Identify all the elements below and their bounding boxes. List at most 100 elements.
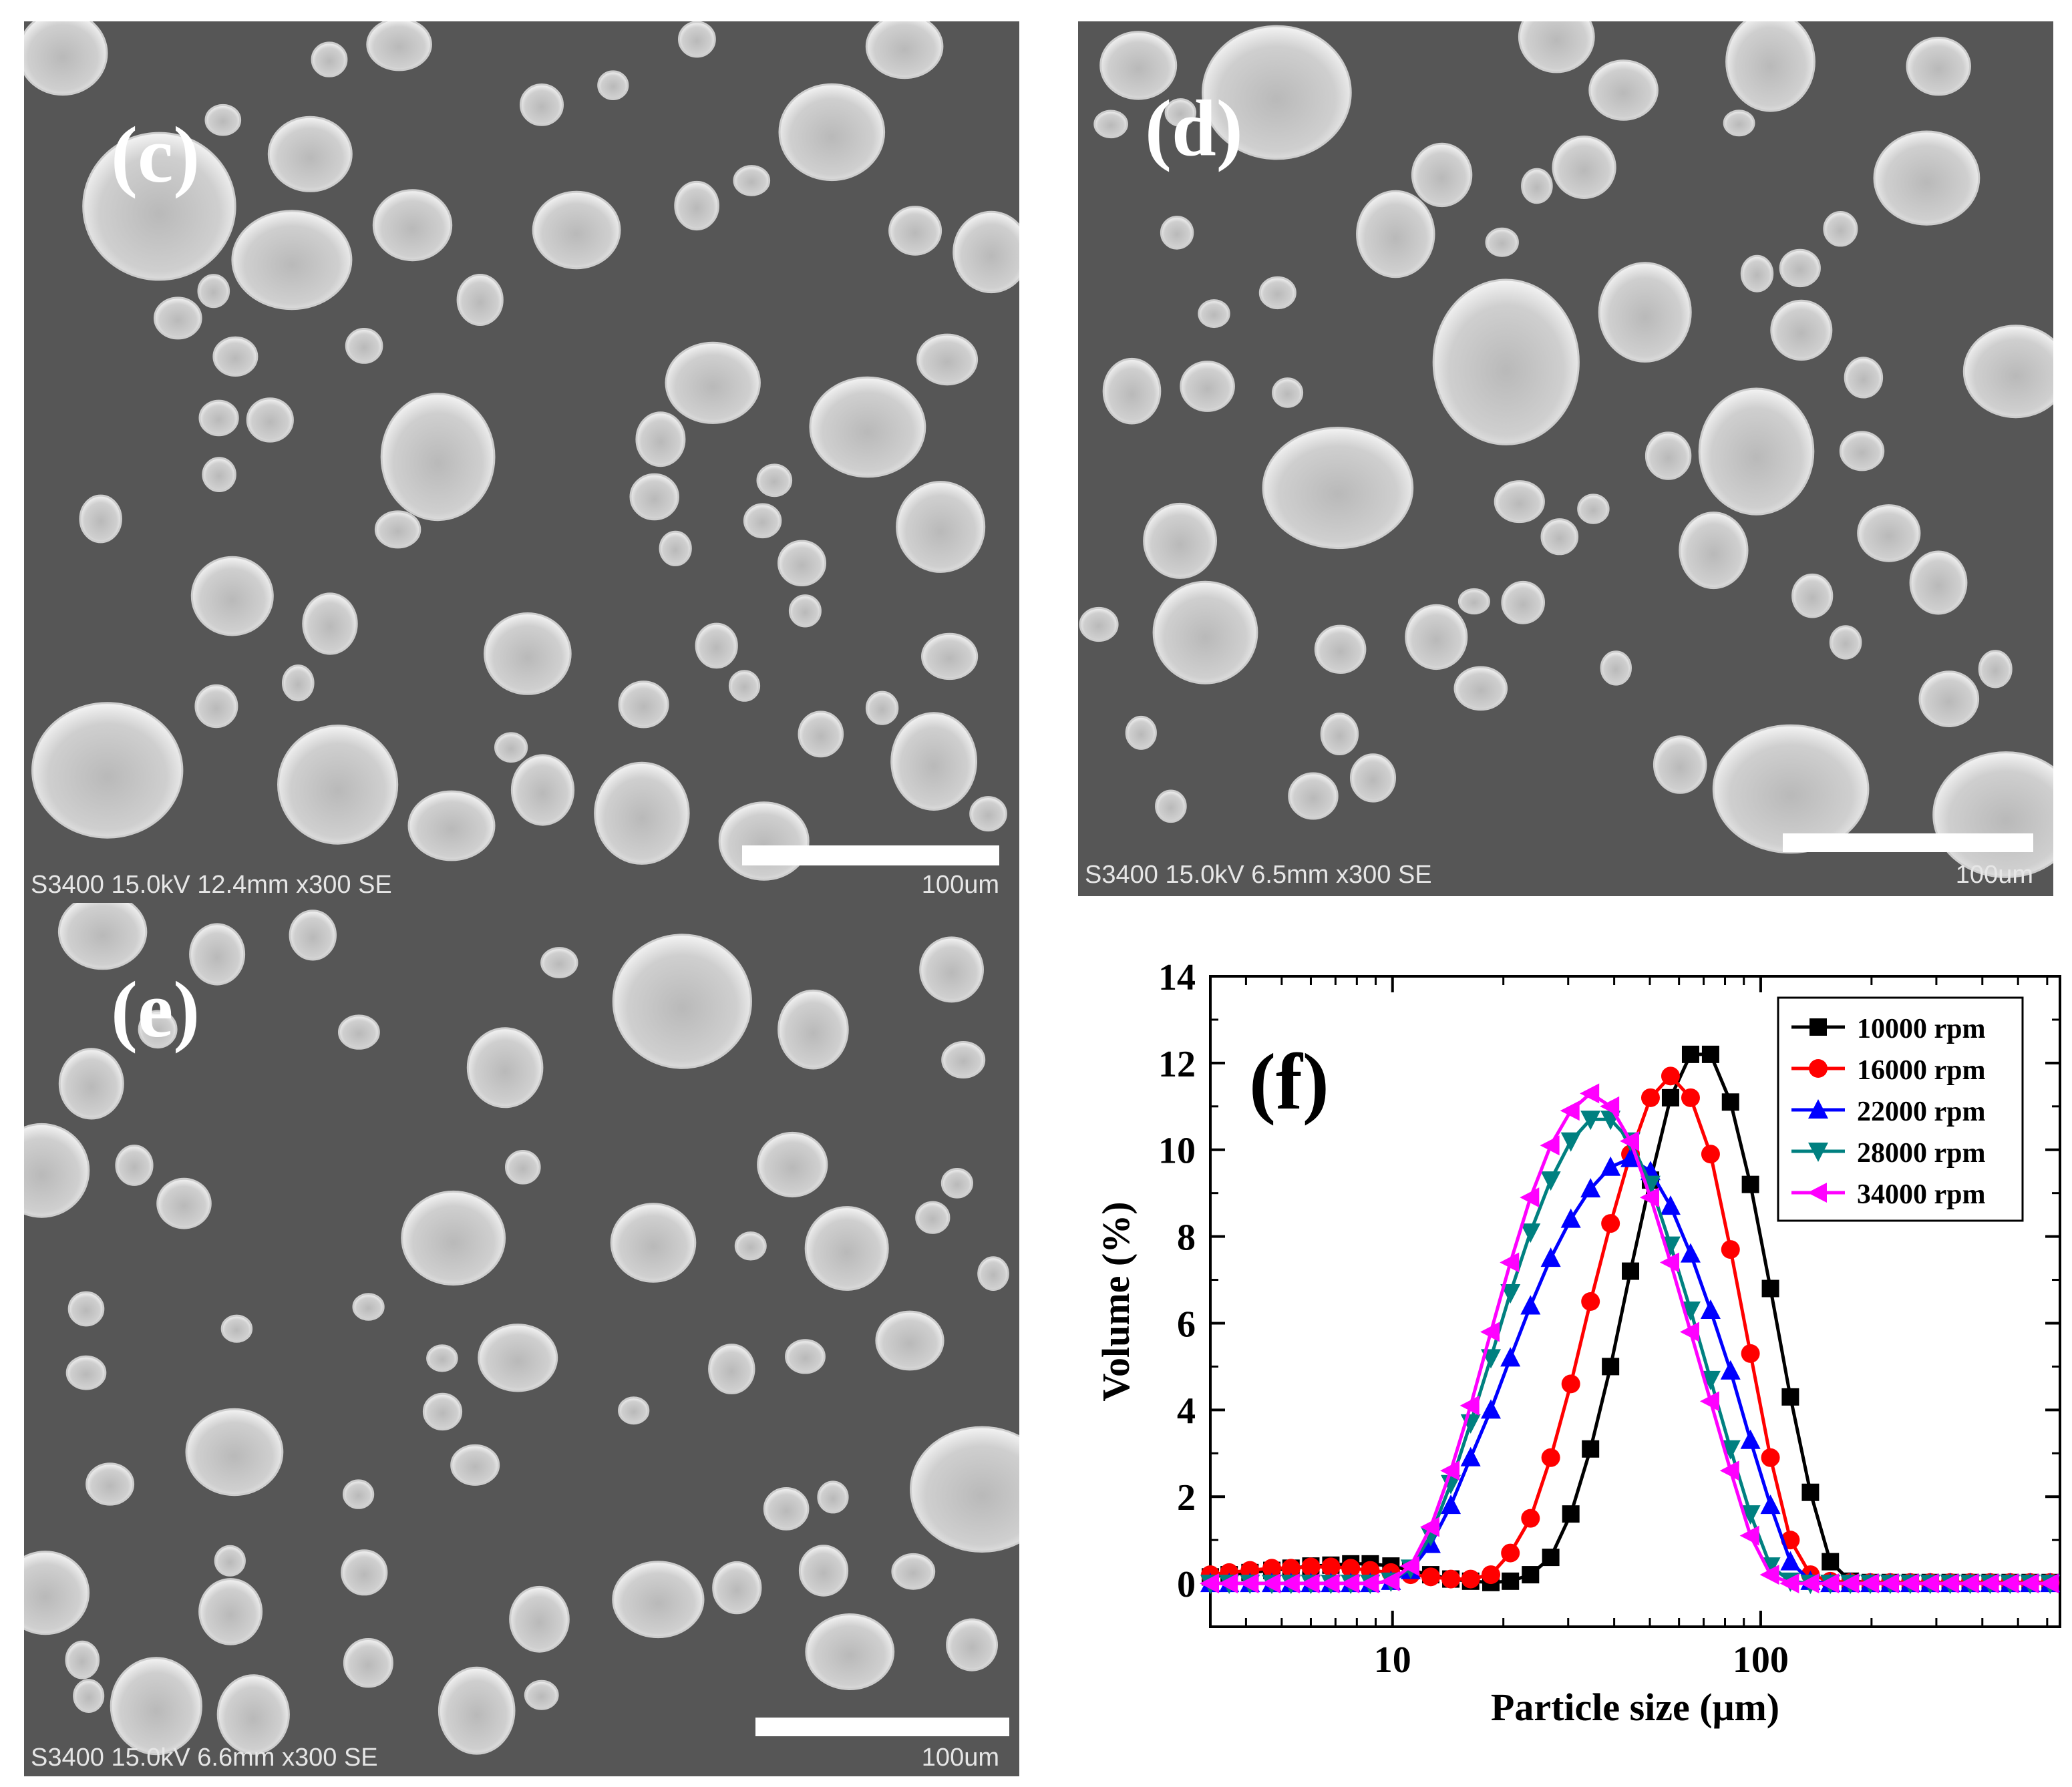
data-point bbox=[1482, 1573, 1500, 1591]
data-point bbox=[1520, 1187, 1540, 1208]
particle bbox=[728, 670, 761, 702]
data-point bbox=[1641, 1088, 1660, 1107]
particle bbox=[1453, 666, 1508, 711]
data-point bbox=[1341, 1575, 1361, 1595]
data-point bbox=[1842, 1572, 1860, 1590]
particle bbox=[302, 592, 358, 655]
data-point bbox=[1781, 1388, 1799, 1406]
particle bbox=[372, 189, 453, 262]
data-point bbox=[1761, 1448, 1780, 1467]
particle bbox=[977, 1256, 1009, 1291]
particle bbox=[1155, 789, 1187, 823]
particle bbox=[1873, 130, 1980, 226]
series-2 bbox=[1200, 1147, 2061, 1593]
particle bbox=[216, 1674, 290, 1755]
particle bbox=[24, 1551, 90, 1635]
data-point bbox=[1840, 1575, 1861, 1595]
particle bbox=[115, 1145, 154, 1186]
particle bbox=[594, 761, 690, 865]
y-tick-label: 14 bbox=[1158, 957, 1196, 998]
particle bbox=[1457, 588, 1490, 615]
particle bbox=[289, 910, 337, 961]
data-point bbox=[1341, 1559, 1361, 1578]
data-point bbox=[1659, 1252, 1679, 1273]
legend-label: 16000 rpm bbox=[1857, 1055, 1986, 1086]
data-point bbox=[1220, 1563, 1239, 1582]
particle bbox=[910, 1426, 1019, 1553]
particle bbox=[138, 1010, 178, 1049]
legend-label: 28000 rpm bbox=[1857, 1138, 1986, 1169]
data-point bbox=[1700, 1299, 1721, 1319]
particle bbox=[1485, 227, 1519, 257]
data-point bbox=[1219, 1573, 1240, 1593]
data-point bbox=[1341, 1573, 1361, 1593]
particle bbox=[1202, 25, 1352, 160]
particle bbox=[1160, 216, 1194, 250]
legend-label: 22000 rpm bbox=[1857, 1097, 1986, 1127]
data-point bbox=[1302, 1557, 1320, 1575]
particle bbox=[612, 934, 752, 1069]
data-point bbox=[1660, 1195, 1681, 1215]
y-tick-label: 8 bbox=[1177, 1217, 1196, 1259]
particle bbox=[338, 1014, 380, 1050]
particle bbox=[1723, 110, 1755, 137]
y-tick-label: 0 bbox=[1177, 1564, 1196, 1605]
particle bbox=[618, 680, 669, 729]
data-point bbox=[1880, 1575, 1900, 1595]
particle bbox=[635, 411, 686, 467]
data-point bbox=[1219, 1575, 1240, 1595]
particle bbox=[1405, 604, 1468, 670]
panel-label-e: (e) bbox=[111, 965, 200, 1054]
particle bbox=[352, 1293, 385, 1321]
particle bbox=[202, 457, 236, 492]
data-point bbox=[1522, 1566, 1540, 1584]
data-point bbox=[1759, 1565, 1779, 1585]
data-point bbox=[1740, 1429, 1761, 1449]
particle bbox=[665, 341, 761, 424]
particle bbox=[456, 274, 504, 326]
data-point bbox=[1861, 1573, 1880, 1592]
data-point bbox=[1262, 1573, 1282, 1593]
data-point bbox=[1580, 1083, 1600, 1104]
particle bbox=[778, 83, 886, 182]
particle bbox=[798, 711, 844, 758]
data-point bbox=[1741, 1175, 1759, 1193]
particle bbox=[659, 530, 692, 566]
data-point bbox=[1719, 1460, 1739, 1481]
data-point bbox=[1200, 1573, 1219, 1594]
particle bbox=[267, 116, 353, 192]
particle bbox=[1314, 624, 1367, 674]
particle bbox=[1350, 753, 1396, 803]
particle bbox=[1712, 724, 1870, 854]
particle bbox=[1518, 21, 1595, 73]
particle bbox=[185, 1408, 284, 1497]
data-point bbox=[1202, 1568, 1219, 1586]
particle bbox=[1258, 276, 1297, 310]
data-point bbox=[1980, 1573, 2001, 1593]
data-point bbox=[1780, 1551, 1801, 1571]
particle bbox=[1356, 190, 1435, 278]
particle bbox=[1552, 136, 1616, 199]
data-point bbox=[1960, 1573, 1980, 1592]
data-point bbox=[2041, 1573, 2060, 1592]
data-point bbox=[1639, 1187, 1659, 1208]
particle bbox=[896, 481, 986, 573]
particle bbox=[1272, 377, 1304, 408]
particle bbox=[198, 1578, 263, 1645]
data-point bbox=[1459, 1395, 1480, 1416]
data-point bbox=[1919, 1573, 1939, 1594]
data-point bbox=[1520, 1295, 1541, 1315]
data-point bbox=[1661, 1066, 1680, 1086]
particle bbox=[246, 397, 294, 443]
particle bbox=[1740, 254, 1774, 292]
data-point bbox=[2000, 1573, 2021, 1593]
particle bbox=[65, 1640, 100, 1679]
data-point bbox=[1280, 1573, 1301, 1593]
data-point bbox=[1879, 1573, 1899, 1594]
data-point bbox=[1261, 1573, 1281, 1594]
particle bbox=[891, 1553, 936, 1590]
particle bbox=[197, 274, 230, 309]
scale-bar-d bbox=[1783, 833, 2033, 852]
particle bbox=[85, 1462, 135, 1506]
particle bbox=[1839, 431, 1885, 471]
